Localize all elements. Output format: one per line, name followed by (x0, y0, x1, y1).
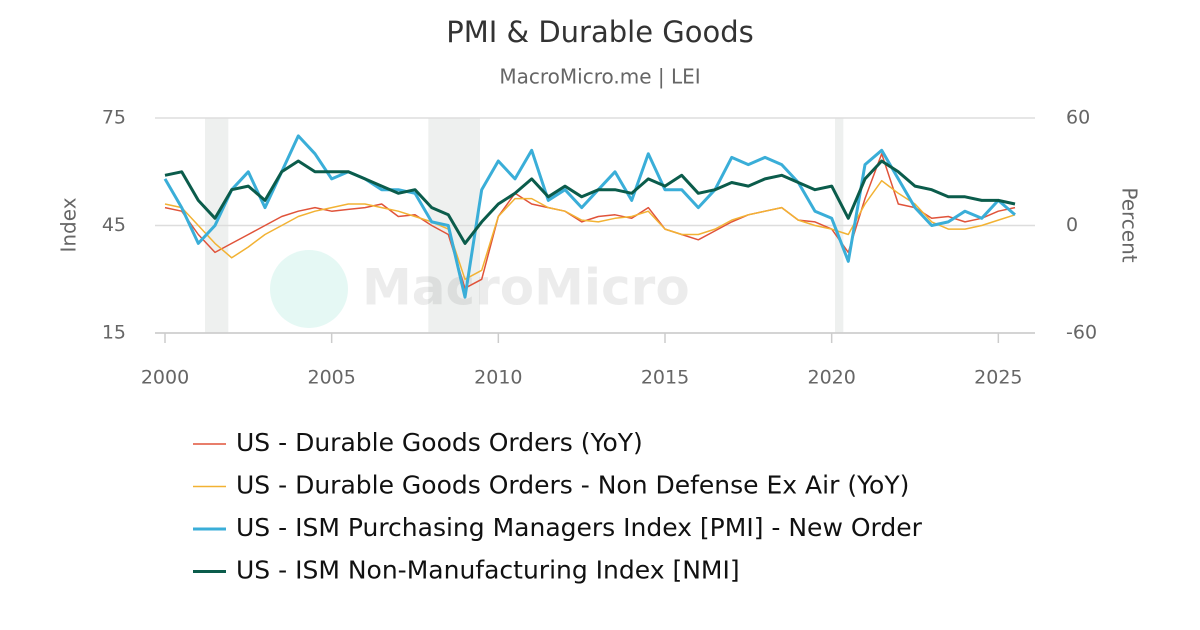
y-tick-label: 45 (102, 214, 126, 236)
x-tick-label: 2025 (974, 367, 1022, 389)
series-line (164, 159, 1016, 245)
y-tick-label: 15 (102, 322, 126, 344)
y-axis-title: Index (57, 197, 81, 252)
series-line (163, 134, 1016, 299)
legend-label: US - Durable Goods Orders - Non Defense … (236, 471, 909, 500)
series-line (164, 179, 1016, 281)
x-tick-label: 2005 (307, 367, 355, 389)
y-tick-label: 75 (102, 107, 126, 129)
watermark: MacroMicro (270, 250, 690, 328)
x-tick-label: 2015 (641, 367, 689, 389)
y2-axis-title: Percent (1118, 187, 1142, 262)
legend-label: US - Durable Goods Orders (YoY) (236, 428, 643, 457)
watermark-logo (270, 250, 348, 328)
y2-tick-label: 60 (1066, 107, 1090, 129)
x-tick-label: 2020 (807, 367, 855, 389)
chart-subtitle: MacroMicro.me | LEI (499, 65, 700, 89)
series-line (164, 153, 1016, 289)
y2-tick-label: 0 (1066, 214, 1078, 236)
y2-tick-label: -60 (1066, 322, 1097, 344)
legend-label: US - ISM Non-Manufacturing Index [NMI] (236, 556, 740, 585)
x-tick-label: 2000 (141, 367, 189, 389)
chart-title: PMI & Durable Goods (446, 15, 754, 49)
legend-label: US - ISM Purchasing Managers Index [PMI]… (236, 513, 923, 542)
watermark-text: MacroMicro (362, 259, 690, 317)
x-tick-label: 2010 (474, 367, 522, 389)
